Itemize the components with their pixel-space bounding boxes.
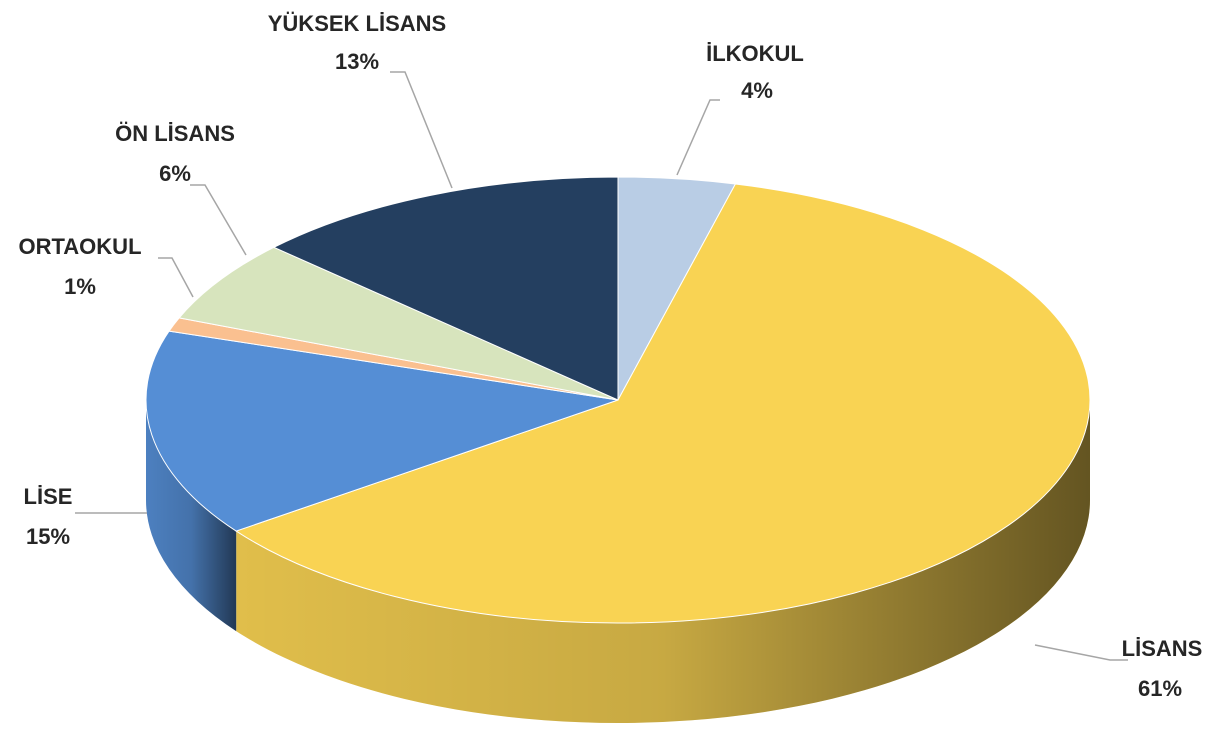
slice-label: İLKOKUL bbox=[706, 41, 804, 66]
slice bbox=[178, 246, 619, 401]
value-label: 13% bbox=[335, 49, 379, 74]
value-label: 61% bbox=[1138, 676, 1182, 701]
leader-line bbox=[676, 99, 720, 176]
value-label: 4% bbox=[741, 78, 773, 103]
slice bbox=[272, 176, 619, 401]
value-label: 6% bbox=[159, 161, 191, 186]
side-shade bbox=[146, 400, 237, 632]
slice-label: LİSANS bbox=[1122, 636, 1203, 661]
side-shade bbox=[236, 400, 1090, 724]
value-label: 1% bbox=[64, 274, 96, 299]
leader-line bbox=[390, 71, 453, 189]
slice-label: ORTAOKUL bbox=[18, 234, 141, 259]
slice bbox=[235, 183, 1091, 624]
slice-label: ÖN LİSANS bbox=[115, 121, 235, 146]
slice-label: LİSE bbox=[24, 484, 73, 509]
slice bbox=[145, 330, 619, 532]
value-label: 15% bbox=[26, 524, 70, 549]
leader-line bbox=[158, 257, 194, 298]
leader-line bbox=[190, 184, 247, 256]
slice-label: YÜKSEK LİSANS bbox=[268, 11, 446, 36]
leader-line bbox=[1034, 644, 1128, 661]
